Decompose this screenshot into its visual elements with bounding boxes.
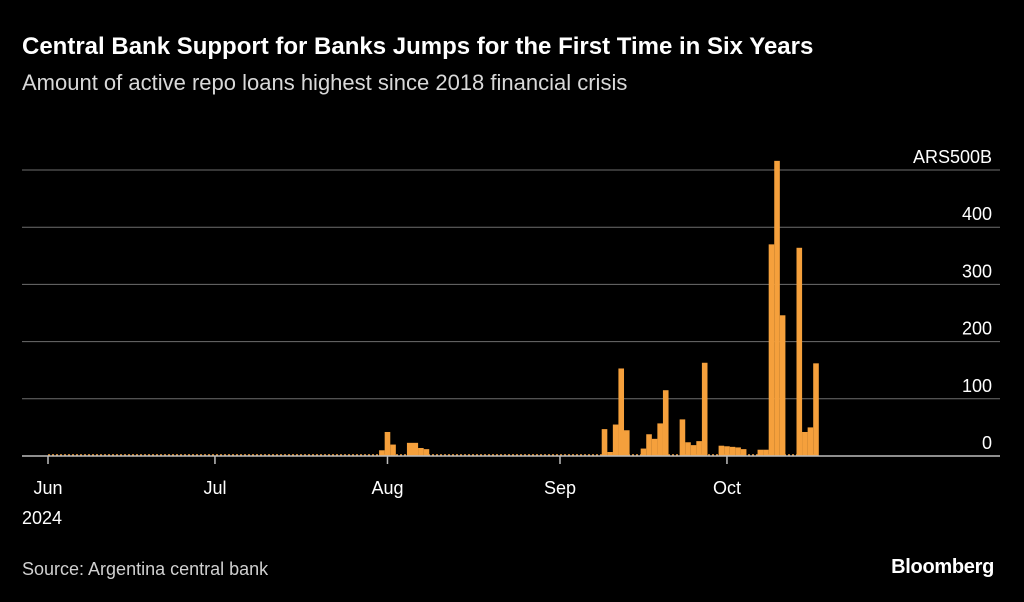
y-tick-label-400: 400 xyxy=(962,204,992,224)
bar-2024-09-23 xyxy=(679,419,686,456)
bar-2024-08-08 xyxy=(423,449,430,456)
bar-2024-09-27 xyxy=(701,362,708,456)
bar-2024-08-06 xyxy=(412,442,419,456)
bar-2024-09-24 xyxy=(685,442,691,456)
gridlines xyxy=(22,169,1000,400)
x-tick-sublabel-year: 2024 xyxy=(22,508,62,528)
bar-2024-10-11 xyxy=(779,315,786,456)
bar-2024-10-07 xyxy=(757,449,764,456)
y-tick-label-0: 0 xyxy=(982,433,992,453)
bar-2024-08-05 xyxy=(406,442,413,456)
bloomberg-logo: Bloomberg xyxy=(891,556,994,578)
x-axis: Jun 2024 Jul Aug Sep Oct xyxy=(22,456,741,528)
source-note: Source: Argentina central bank xyxy=(22,559,269,579)
bar-2024-09-11 xyxy=(612,424,619,456)
bar-2024-09-13 xyxy=(623,430,630,456)
bar-2024-10-08 xyxy=(763,449,769,456)
bar-2024-09-18 xyxy=(651,438,658,456)
bar-2024-08-02 xyxy=(390,444,396,456)
x-tick-label-oct: Oct xyxy=(713,478,741,498)
bar-2024-09-26 xyxy=(696,441,702,456)
x-tick-label-sep: Sep xyxy=(544,478,576,498)
bar-2024-10-16 xyxy=(807,427,814,456)
x-tick-label-aug: Aug xyxy=(371,478,403,498)
bar-2024-09-10 xyxy=(607,452,613,456)
bar-2024-09-17 xyxy=(646,434,652,456)
chart-subtitle: Amount of active repo loans highest sinc… xyxy=(22,70,628,95)
bar-2024-10-03 xyxy=(735,447,741,456)
bar-2024-07-31 xyxy=(379,450,385,456)
bar-2024-08-07 xyxy=(418,447,424,456)
bar-2024-08-01 xyxy=(384,431,391,456)
bar-2024-10-09 xyxy=(768,244,775,456)
bar-2024-09-30 xyxy=(718,445,725,456)
bar-2024-10-10 xyxy=(774,160,780,456)
bar-2024-09-16 xyxy=(640,448,647,456)
bar-2024-09-19 xyxy=(657,423,663,456)
bar-2024-10-14 xyxy=(796,247,803,456)
y-tick-label-300: 300 xyxy=(962,261,992,281)
bar-2024-10-04 xyxy=(740,449,747,456)
bar-2024-09-09 xyxy=(601,429,608,456)
x-tick-label-jun: Jun xyxy=(33,478,62,498)
chart-title: Central Bank Support for Banks Jumps for… xyxy=(22,33,814,60)
bar-2024-10-02 xyxy=(729,446,736,456)
bar-2024-10-17 xyxy=(813,363,819,456)
bar-2024-10-15 xyxy=(802,431,808,456)
bar-2024-09-12 xyxy=(618,368,625,456)
bars xyxy=(48,160,819,456)
bar-2024-10-01 xyxy=(724,446,730,456)
y-tick-label-200: 200 xyxy=(962,319,992,339)
bar-2024-09-25 xyxy=(690,445,697,456)
y-axis: 0 100 200 300 400 ARS500B xyxy=(913,147,992,453)
x-tick-label-jul: Jul xyxy=(203,478,226,498)
y-tick-label-100: 100 xyxy=(962,376,992,396)
bar-2024-09-20 xyxy=(662,390,669,456)
bar-chart: Jun 2024 Jul Aug Sep Oct 0 100 200 300 400 ARS500B xyxy=(22,147,1000,528)
y-tick-label-500: ARS500B xyxy=(913,147,992,167)
